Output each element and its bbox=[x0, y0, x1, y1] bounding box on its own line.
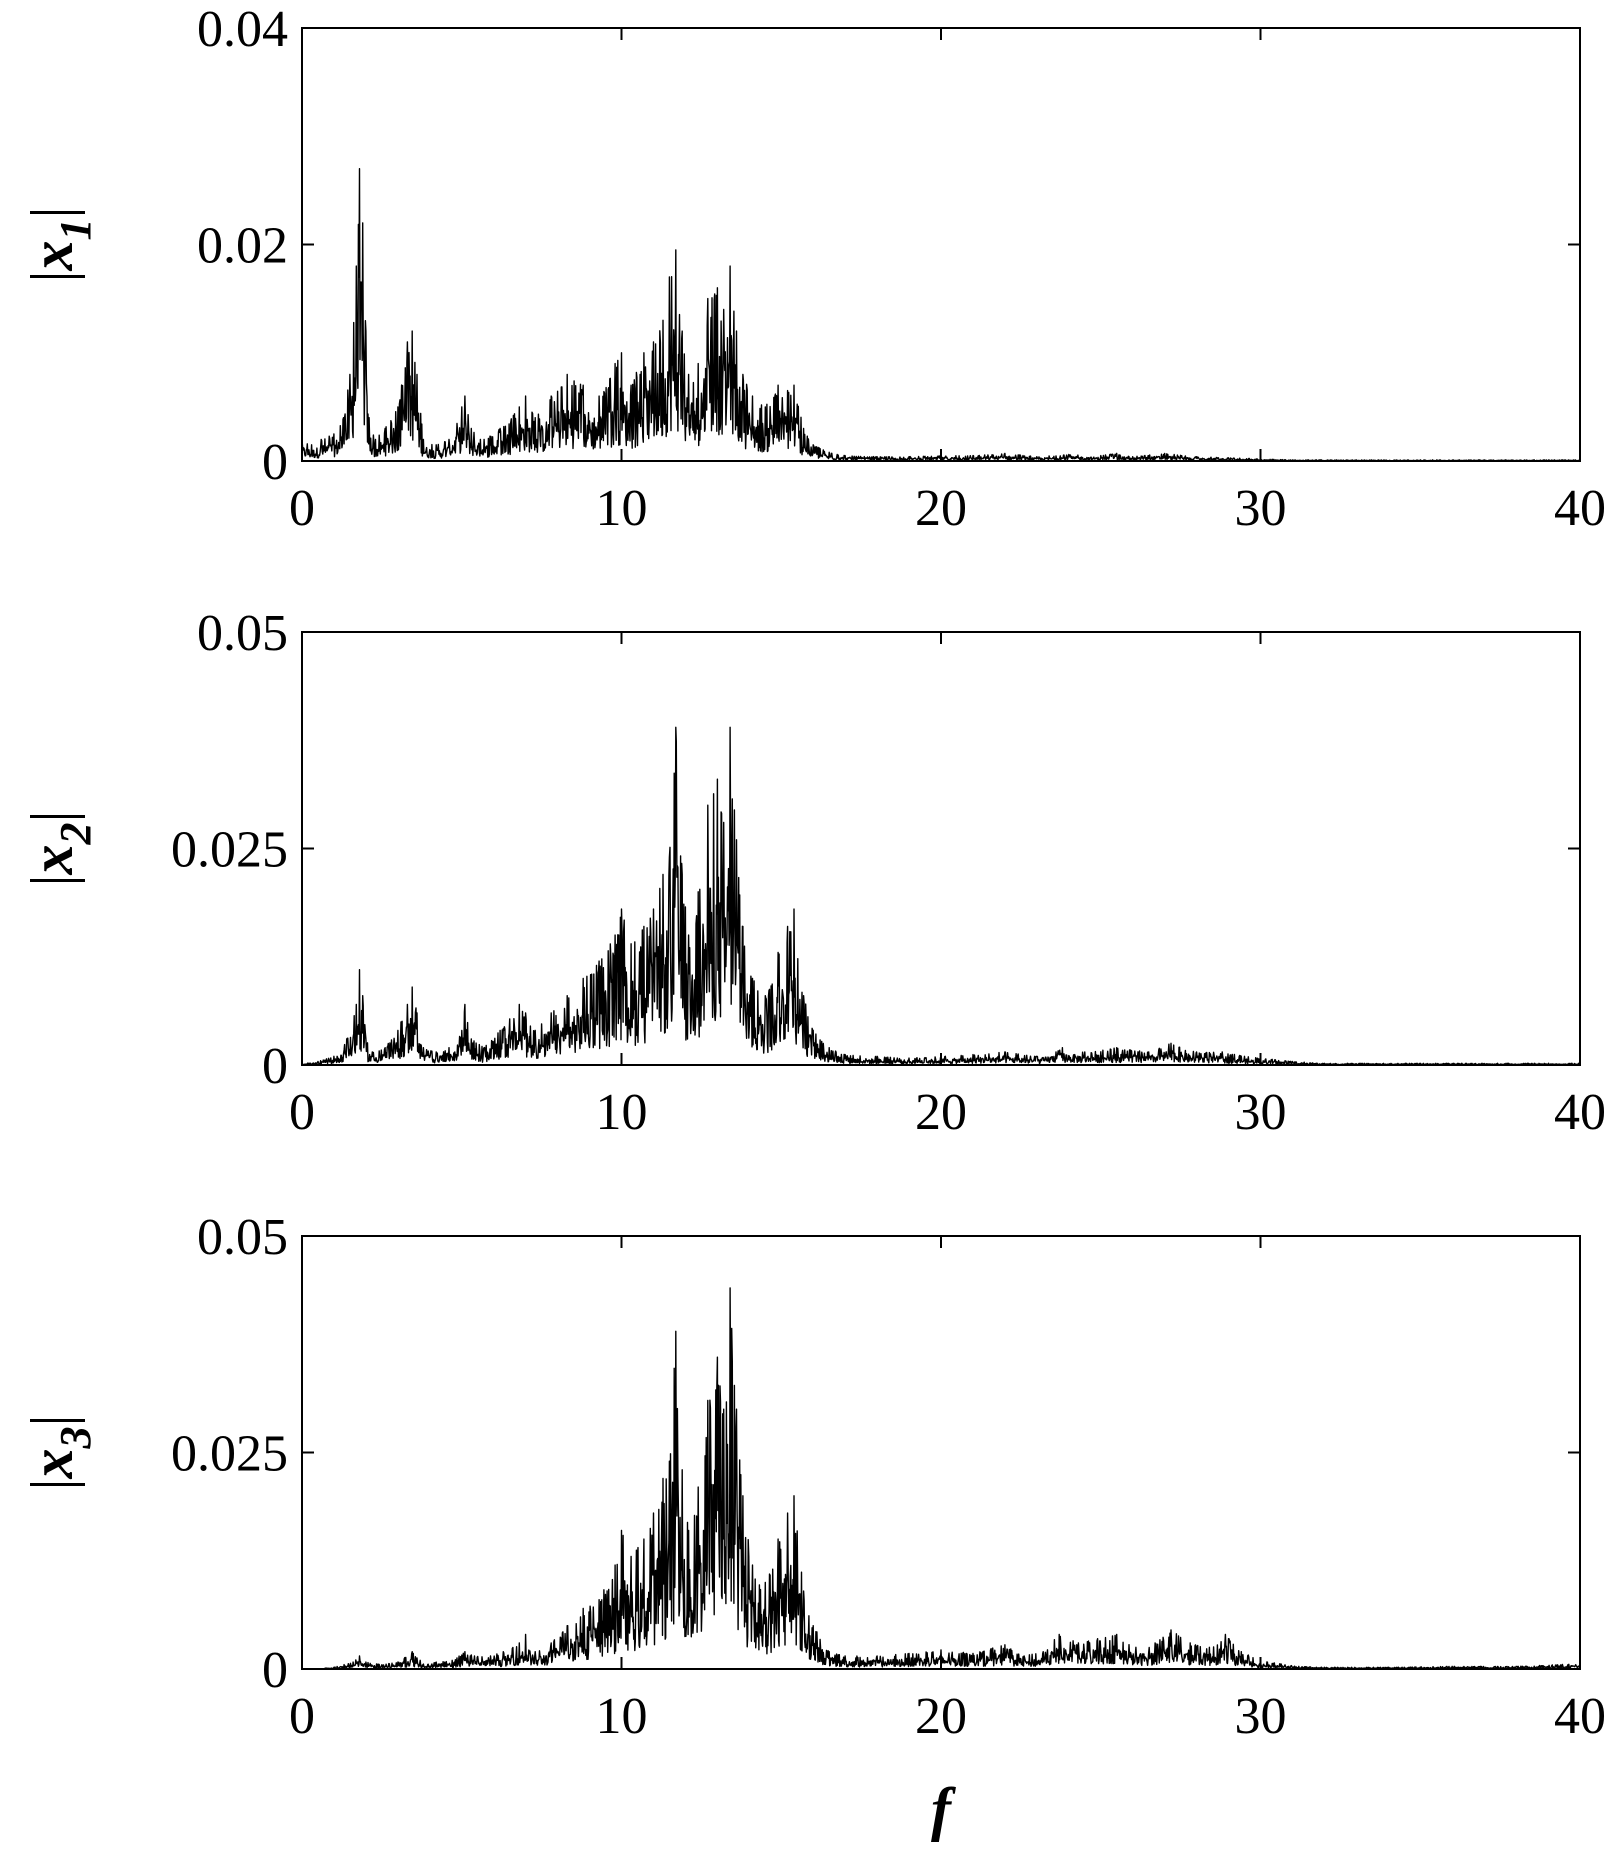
y-tick-label: 0.04 bbox=[197, 1, 288, 58]
y-tick-label: 0.05 bbox=[197, 1209, 288, 1266]
y-tick-label: 0 bbox=[262, 434, 288, 491]
x-tick-label: 10 bbox=[596, 1084, 648, 1141]
plot-frame bbox=[301, 1235, 1581, 1670]
y-tick-label: 0 bbox=[262, 1038, 288, 1095]
panels: 0 10 20 30 40 0 0.02 0.04 |x1| 0 10 20 30 40 0 0.025 0.0… bbox=[19, 1, 1606, 1842]
y-axis-label: |x1| bbox=[19, 206, 100, 282]
spectrum-line-2 bbox=[301, 726, 1581, 1066]
x-tick-label: 10 bbox=[596, 480, 648, 537]
panel-1: 0 10 20 30 40 0 0.02 0.04 |x1| bbox=[19, 1, 1606, 537]
x-tick-label: 30 bbox=[1235, 1688, 1287, 1745]
x-tick-label: 20 bbox=[915, 1688, 967, 1745]
x-tick-label: 0 bbox=[289, 1688, 315, 1745]
x-axis-label: f bbox=[931, 1776, 956, 1842]
x-tick-label: 40 bbox=[1554, 480, 1606, 537]
x-tick-label: 40 bbox=[1554, 1084, 1606, 1141]
y-tick-label: 0.02 bbox=[197, 218, 288, 275]
y-tick-label: 0.025 bbox=[171, 1426, 288, 1483]
panel-3: 0 10 20 30 40 0 0.025 0.05 |x3| f bbox=[19, 1209, 1606, 1842]
plot-frame bbox=[301, 631, 1581, 1066]
y-tick-label: 0.025 bbox=[171, 822, 288, 879]
x-tick-label: 30 bbox=[1235, 480, 1287, 537]
x-tick-label: 10 bbox=[596, 1688, 648, 1745]
x-tick-label: 20 bbox=[915, 1084, 967, 1141]
x-tick-label: 20 bbox=[915, 480, 967, 537]
panel-2: 0 10 20 30 40 0 0.025 0.05 |x2| bbox=[19, 605, 1606, 1141]
y-axis-label: |x3| bbox=[19, 1414, 100, 1490]
x-tick-label: 0 bbox=[289, 480, 315, 537]
x-tick-label: 40 bbox=[1554, 1688, 1606, 1745]
y-tick-label: 0 bbox=[262, 1642, 288, 1699]
spectrum-line-1 bbox=[301, 168, 1581, 462]
spectrum-line-3 bbox=[301, 1287, 1581, 1670]
x-tick-label: 0 bbox=[289, 1084, 315, 1141]
y-axis-label: |x2| bbox=[19, 810, 100, 886]
y-tick-label: 0.05 bbox=[197, 605, 288, 662]
x-tick-label: 30 bbox=[1235, 1084, 1287, 1141]
plot-frame bbox=[301, 27, 1581, 462]
